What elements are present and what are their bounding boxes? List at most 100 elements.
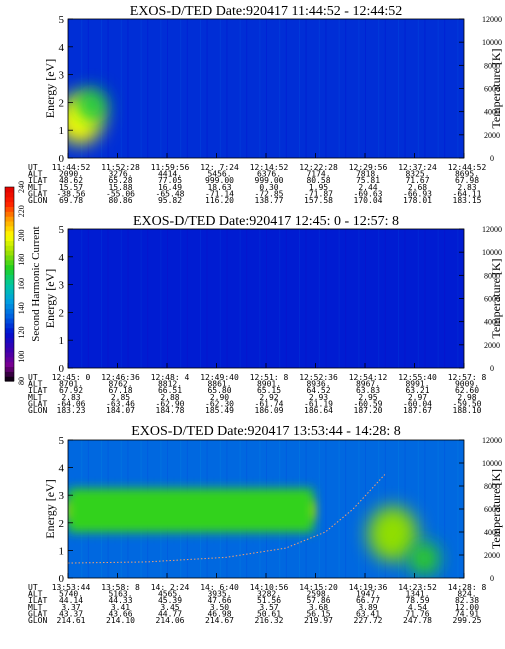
spectrogram-column bbox=[193, 19, 195, 158]
row-value: 5740. bbox=[59, 590, 83, 599]
row-value: 3.37 bbox=[61, 603, 80, 612]
spectrogram-band bbox=[68, 488, 314, 533]
row-value: -63.46 bbox=[106, 399, 135, 408]
row-value: 7174. bbox=[306, 170, 330, 179]
plot-area bbox=[68, 440, 464, 578]
colorbar-segment bbox=[5, 225, 14, 232]
chart-title: EXOS-D/TED Date:920417 11:44:52 - 12:44:… bbox=[130, 4, 402, 19]
spectrogram-column bbox=[292, 229, 294, 368]
spectrogram-column bbox=[233, 19, 234, 158]
row-value: 247.78 bbox=[403, 616, 432, 625]
chart-title: EXOS-D/TED Date:920417 13:53:44 - 14:28:… bbox=[131, 424, 400, 439]
y2-tick-label: 6000 bbox=[484, 295, 500, 304]
y-tick-label: 0 bbox=[59, 153, 65, 165]
row-value: 44.77 bbox=[158, 609, 182, 618]
spectrogram-column bbox=[371, 19, 373, 158]
row-value: 51.56 bbox=[257, 596, 281, 605]
spectrogram-column bbox=[444, 440, 446, 578]
spectrogram-column bbox=[213, 19, 215, 158]
y-tick-label: 0 bbox=[59, 363, 65, 375]
colorbar-tick-label: 160 bbox=[17, 278, 26, 290]
spectrogram-column bbox=[219, 19, 221, 158]
colorbar-segment bbox=[5, 216, 14, 222]
row-value: 999.00 bbox=[255, 176, 284, 185]
row-value: -64.11 bbox=[453, 189, 482, 198]
row-label-alt: ALT bbox=[28, 170, 43, 179]
colorbar-segment bbox=[5, 303, 14, 309]
row-value: 13:53:44 bbox=[52, 583, 91, 592]
y-axis-label: Energy [eV] bbox=[43, 269, 57, 328]
spectrogram-column bbox=[147, 19, 149, 158]
row-value: 1947. bbox=[356, 590, 380, 599]
row-value: 5456. bbox=[207, 170, 231, 179]
row-value: -69.63 bbox=[354, 189, 383, 198]
spectrogram-column bbox=[398, 19, 399, 158]
colorbar: 80 100 120 140 160 180 200 220 240 Second Harmoni… bbox=[4, 181, 42, 385]
colorbar-segment bbox=[5, 220, 14, 227]
row-value: -60.04 bbox=[403, 399, 432, 408]
row-value: 219.97 bbox=[304, 616, 333, 625]
spectrogram-column bbox=[68, 19, 69, 158]
row-value: 9009. bbox=[455, 380, 479, 389]
row-value: 227.72 bbox=[354, 616, 383, 625]
colorbar-segment bbox=[5, 259, 14, 266]
row-label-ilat: ILAT bbox=[28, 386, 47, 395]
y-tick-label: 1 bbox=[59, 545, 65, 557]
y-axis-label: Energy [eV] bbox=[43, 479, 57, 538]
spectrogram-column bbox=[226, 229, 228, 368]
spectrogram-column bbox=[450, 19, 452, 158]
row-value: 3276. bbox=[108, 170, 132, 179]
y2-axis-label: Temperature [K] bbox=[489, 48, 503, 128]
spectrogram-column bbox=[206, 229, 208, 368]
row-value: 65.15 bbox=[257, 386, 281, 395]
row-value: 12:57: 8 bbox=[448, 373, 487, 382]
y-tick-label: 5 bbox=[59, 224, 65, 236]
row-label-ilat: ILAT bbox=[28, 176, 47, 185]
row-label-mlt: MLT bbox=[28, 603, 43, 612]
spectrogram-column bbox=[404, 19, 406, 158]
spectrogram-column bbox=[140, 229, 142, 368]
row-label-ut: UT bbox=[28, 373, 38, 382]
row-value: 178.01 bbox=[403, 196, 432, 205]
spectrogram-column bbox=[378, 440, 380, 578]
row-value: 14: 6:40 bbox=[200, 583, 239, 592]
colorbar-segment bbox=[5, 332, 14, 338]
spectrogram-column bbox=[417, 440, 419, 578]
colorbar-segment bbox=[5, 317, 14, 324]
colorbar-segment bbox=[5, 371, 14, 377]
spectrogram-column bbox=[444, 19, 446, 158]
plot-area bbox=[68, 229, 464, 368]
spectrogram-column bbox=[411, 19, 413, 158]
spectrogram-column bbox=[279, 19, 281, 158]
spectrogram-blob bbox=[367, 506, 418, 562]
row-value: 214.06 bbox=[156, 616, 185, 625]
spectrogram-column bbox=[186, 19, 188, 158]
y-tick-label: 4 bbox=[59, 42, 65, 54]
y2-tick-label: 6000 bbox=[484, 505, 500, 514]
row-value: 4.54 bbox=[408, 603, 427, 612]
colorbar-segment bbox=[5, 361, 14, 368]
spectrogram-column bbox=[391, 229, 393, 368]
spectrogram-column bbox=[431, 19, 432, 158]
colorbar-segment bbox=[5, 211, 14, 217]
row-value: 80.86 bbox=[108, 196, 132, 205]
row-value: 11:44:52 bbox=[52, 163, 91, 172]
colorbar-segment bbox=[5, 196, 14, 203]
chart-panel-1: EXOS-D/TED Date:920417 11:44:52 - 12:44:… bbox=[28, 4, 503, 205]
spectrogram-column bbox=[358, 229, 360, 368]
row-value: 3.50 bbox=[210, 603, 229, 612]
row-value: 183.23 bbox=[57, 406, 86, 415]
colorbar-tick-label: 100 bbox=[17, 351, 26, 363]
colorbar-segment bbox=[5, 240, 14, 246]
row-value: 184.78 bbox=[156, 406, 185, 415]
spectrogram-column bbox=[246, 229, 248, 368]
spectrogram-column bbox=[358, 19, 360, 158]
row-value: 67.92 bbox=[59, 386, 83, 395]
row-value: 64.52 bbox=[306, 386, 330, 395]
row-value: 11:52:28 bbox=[101, 163, 140, 172]
colorbar-segment bbox=[5, 264, 14, 271]
row-value: -72.85 bbox=[255, 189, 284, 198]
row-value: 15.57 bbox=[59, 183, 83, 192]
row-label-ut: UT bbox=[28, 583, 38, 592]
y2-tick-label: 12000 bbox=[482, 436, 502, 445]
